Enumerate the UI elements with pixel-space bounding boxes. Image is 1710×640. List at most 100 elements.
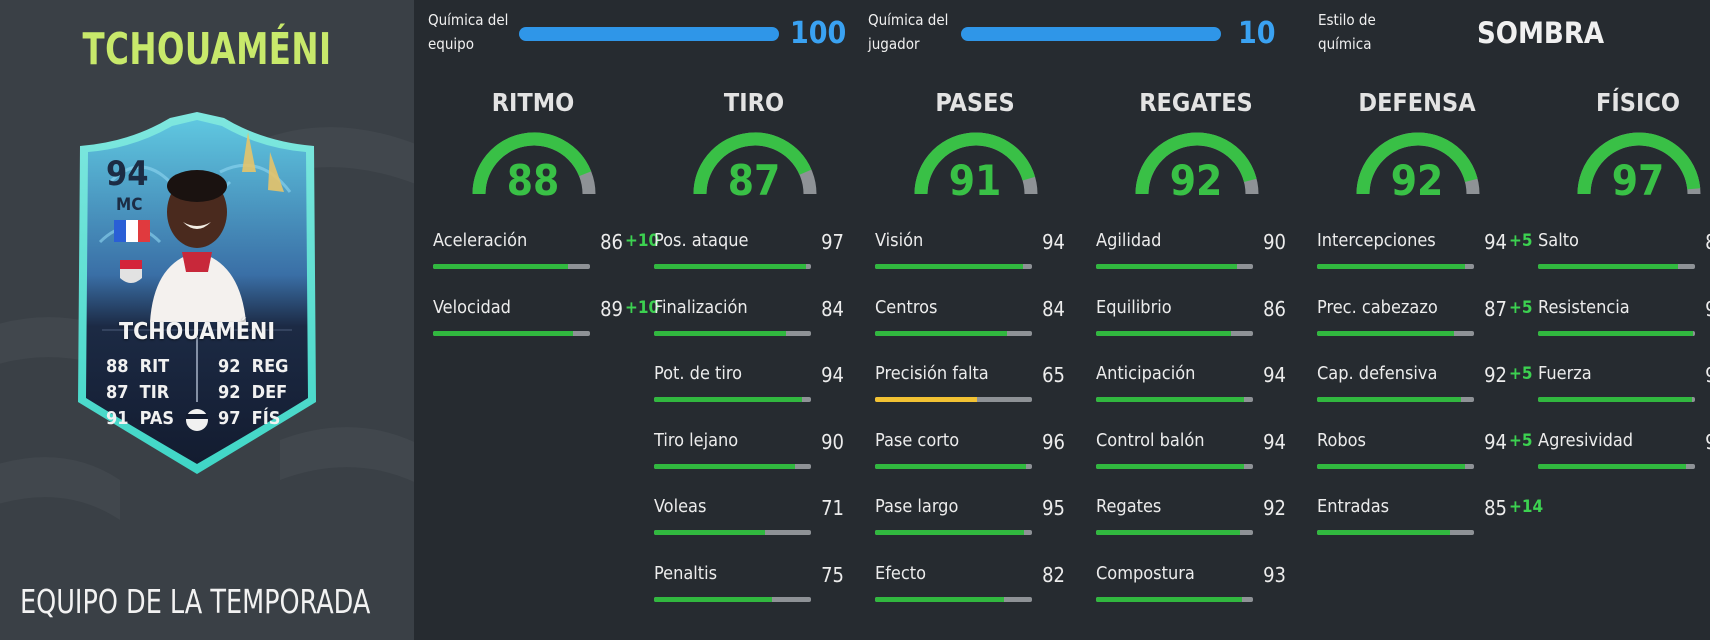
player-portrait <box>150 170 246 322</box>
stat-bar-track <box>1096 463 1253 469</box>
stat-bar-fill <box>875 463 1026 469</box>
card-rating: 94 <box>106 154 149 194</box>
stat-row: Control balón 94 <box>1096 430 1314 470</box>
stat-value: 89 <box>1688 230 1710 254</box>
stat-bar-fill <box>1096 264 1238 269</box>
stat-value: 97 <box>821 230 844 254</box>
player-card[interactable]: 94 MC TCHOUAMÉNI 88 RIT 87 TIR 91 PAS 92… <box>70 112 324 482</box>
stat-bonus: +5 <box>1509 297 1533 318</box>
stat-row: Cap. defensiva 92 +5 <box>1317 363 1535 403</box>
stat-row: Voleas 71 <box>654 496 872 536</box>
stat-bar-track <box>654 596 811 602</box>
stat-value: 93 <box>1263 562 1286 587</box>
stat-row: Robos 94 +5 <box>1317 430 1535 470</box>
card-stat-passing: 91 PAS <box>106 408 175 429</box>
stat-label: Penaltis <box>654 562 718 584</box>
chemistry-style-value[interactable]: SOMBRA <box>1477 16 1605 50</box>
stat-value: 94 <box>821 363 844 387</box>
stat-bar-fill <box>654 463 796 469</box>
card-stat-shooting: 87 TIR <box>106 382 170 403</box>
stat-label: Precisión falta <box>875 363 989 384</box>
stat-label: Anticipación <box>1096 363 1196 384</box>
stat-row: Regates 92 <box>1096 496 1314 536</box>
stat-bonus: +14 <box>1509 497 1544 517</box>
stat-bar-track <box>1096 330 1253 336</box>
gauge-fill <box>1135 132 1257 195</box>
stat-row: Velocidad 89 +10 <box>433 296 659 337</box>
stat-bar-fill <box>1538 264 1678 269</box>
stat-row: Penaltis 75 <box>654 563 872 603</box>
stat-bar-track <box>1317 530 1474 535</box>
stat-gauge <box>1577 132 1701 195</box>
stat-label: Cap. defensiva <box>1317 363 1438 384</box>
stat-gauge-value: 87 <box>727 156 781 205</box>
stat-label: Agilidad <box>1096 230 1162 251</box>
stat-bar-fill <box>875 596 1004 602</box>
team-chemistry-value: 100 <box>790 16 847 51</box>
gauge-fill <box>1356 132 1478 195</box>
team-chemistry-bar <box>519 27 779 41</box>
stat-value: 89 <box>600 296 623 321</box>
stat-value: 71 <box>821 496 844 520</box>
stat-label: Resistencia <box>1538 296 1630 318</box>
player-name: TCHOUAMÉNI <box>82 24 332 75</box>
stat-bar-fill <box>1096 530 1241 535</box>
gauge-fill <box>693 132 812 195</box>
stat-value: 96 <box>1042 429 1065 454</box>
player-chemistry-bar <box>961 27 1221 41</box>
stat-bar-track <box>1317 330 1474 336</box>
stat-value: 75 <box>821 562 844 587</box>
stat-bonus: +5 <box>1509 430 1533 451</box>
stat-value: 84 <box>821 296 844 321</box>
stat-bar-track <box>654 530 811 535</box>
card-stat-dribbling: 92 REG <box>218 356 289 377</box>
stat-row: Precisión falta 65 <box>875 363 1093 403</box>
stat-bar-track <box>875 463 1032 469</box>
stat-bar-track <box>433 264 590 269</box>
stat-value: 98 <box>1688 363 1710 387</box>
stat-gauge-value: 92 <box>1390 156 1444 205</box>
stat-row: Pase largo 95 <box>875 496 1093 536</box>
stat-bar-fill <box>1538 397 1692 402</box>
stat-row: Prec. cabezazo 87 +5 <box>1317 297 1535 337</box>
stat-value: 82 <box>1042 562 1065 587</box>
stat-value: 86 <box>1263 296 1286 321</box>
stat-bar-fill <box>1317 530 1451 535</box>
stat-bar-track <box>1096 596 1253 602</box>
stat-bonus: +10 <box>625 231 660 251</box>
stat-bar-fill <box>875 530 1025 535</box>
stat-value: 65 <box>1042 363 1065 387</box>
stat-label: Pos. ataque <box>654 230 749 251</box>
club-crest-icon <box>120 260 142 283</box>
stat-label: Control balón <box>1096 429 1205 451</box>
stat-value: 87 <box>1484 296 1507 321</box>
stat-label: Pase largo <box>875 496 959 517</box>
stat-label: Equilibrio <box>1096 296 1172 318</box>
stat-row: Salto 89 <box>1538 230 1710 270</box>
stat-value: 99 <box>1688 297 1710 321</box>
stat-value: 94 <box>1484 230 1507 254</box>
stat-row: Aceleración 86 +10 <box>433 230 659 270</box>
stat-label: Voleas <box>654 496 707 517</box>
stat-bar-fill <box>1317 397 1462 402</box>
stat-row: Pase corto 96 <box>875 430 1093 470</box>
stat-column-title: FÍSICO <box>1596 88 1680 117</box>
stat-column-title: REGATES <box>1139 88 1253 117</box>
stat-label: Finalización <box>654 296 748 318</box>
stat-bar-fill <box>1096 397 1244 402</box>
stat-value: 86 <box>600 230 623 254</box>
card-type-label: EQUIPO DE LA TEMPORADA <box>20 582 371 621</box>
stat-label: Pot. de tiro <box>654 363 743 384</box>
stat-value: 90 <box>821 429 844 454</box>
stat-bar-track <box>1538 330 1695 336</box>
stat-bar-fill <box>1538 330 1694 336</box>
stat-row: Equilibrio 86 <box>1096 297 1314 337</box>
stat-row: Finalización 84 <box>654 297 872 337</box>
stat-bar-fill <box>1317 264 1465 269</box>
stat-bar-fill <box>433 330 573 336</box>
stat-bar-fill <box>433 264 569 269</box>
stat-label: Entradas <box>1317 496 1390 517</box>
stat-bar-fill <box>654 330 786 336</box>
stat-bar-track <box>654 397 811 402</box>
stat-bar-fill <box>1096 330 1232 336</box>
